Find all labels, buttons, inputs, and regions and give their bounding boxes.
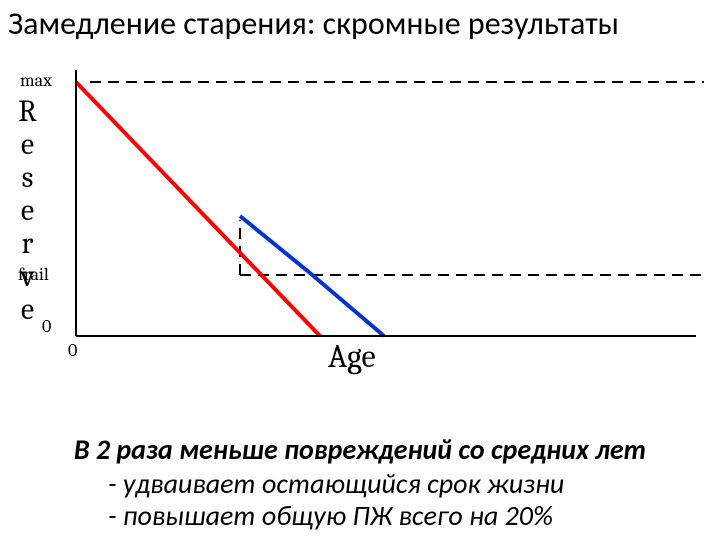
x-tick-zero: 0 [68, 340, 77, 361]
slide: Замедление старения: скромные результаты… [0, 0, 720, 540]
body-line-3: - повышает общую ПЖ всего на 20% [20, 498, 700, 533]
y-axis-label: Reserve [10, 94, 45, 325]
body-line-1: В 2 раза меньше повреждений со средних л… [20, 432, 700, 467]
body-line-2: - удваивает остающийся срок жизни [20, 466, 700, 501]
y-tick-zero: 0 [42, 316, 51, 337]
y-tick-frail: frail [18, 264, 49, 285]
y-tick-max: max [20, 70, 52, 91]
slide-title: Замедление старения: скромные результаты [8, 6, 720, 41]
x-axis-label: Age [328, 338, 376, 375]
